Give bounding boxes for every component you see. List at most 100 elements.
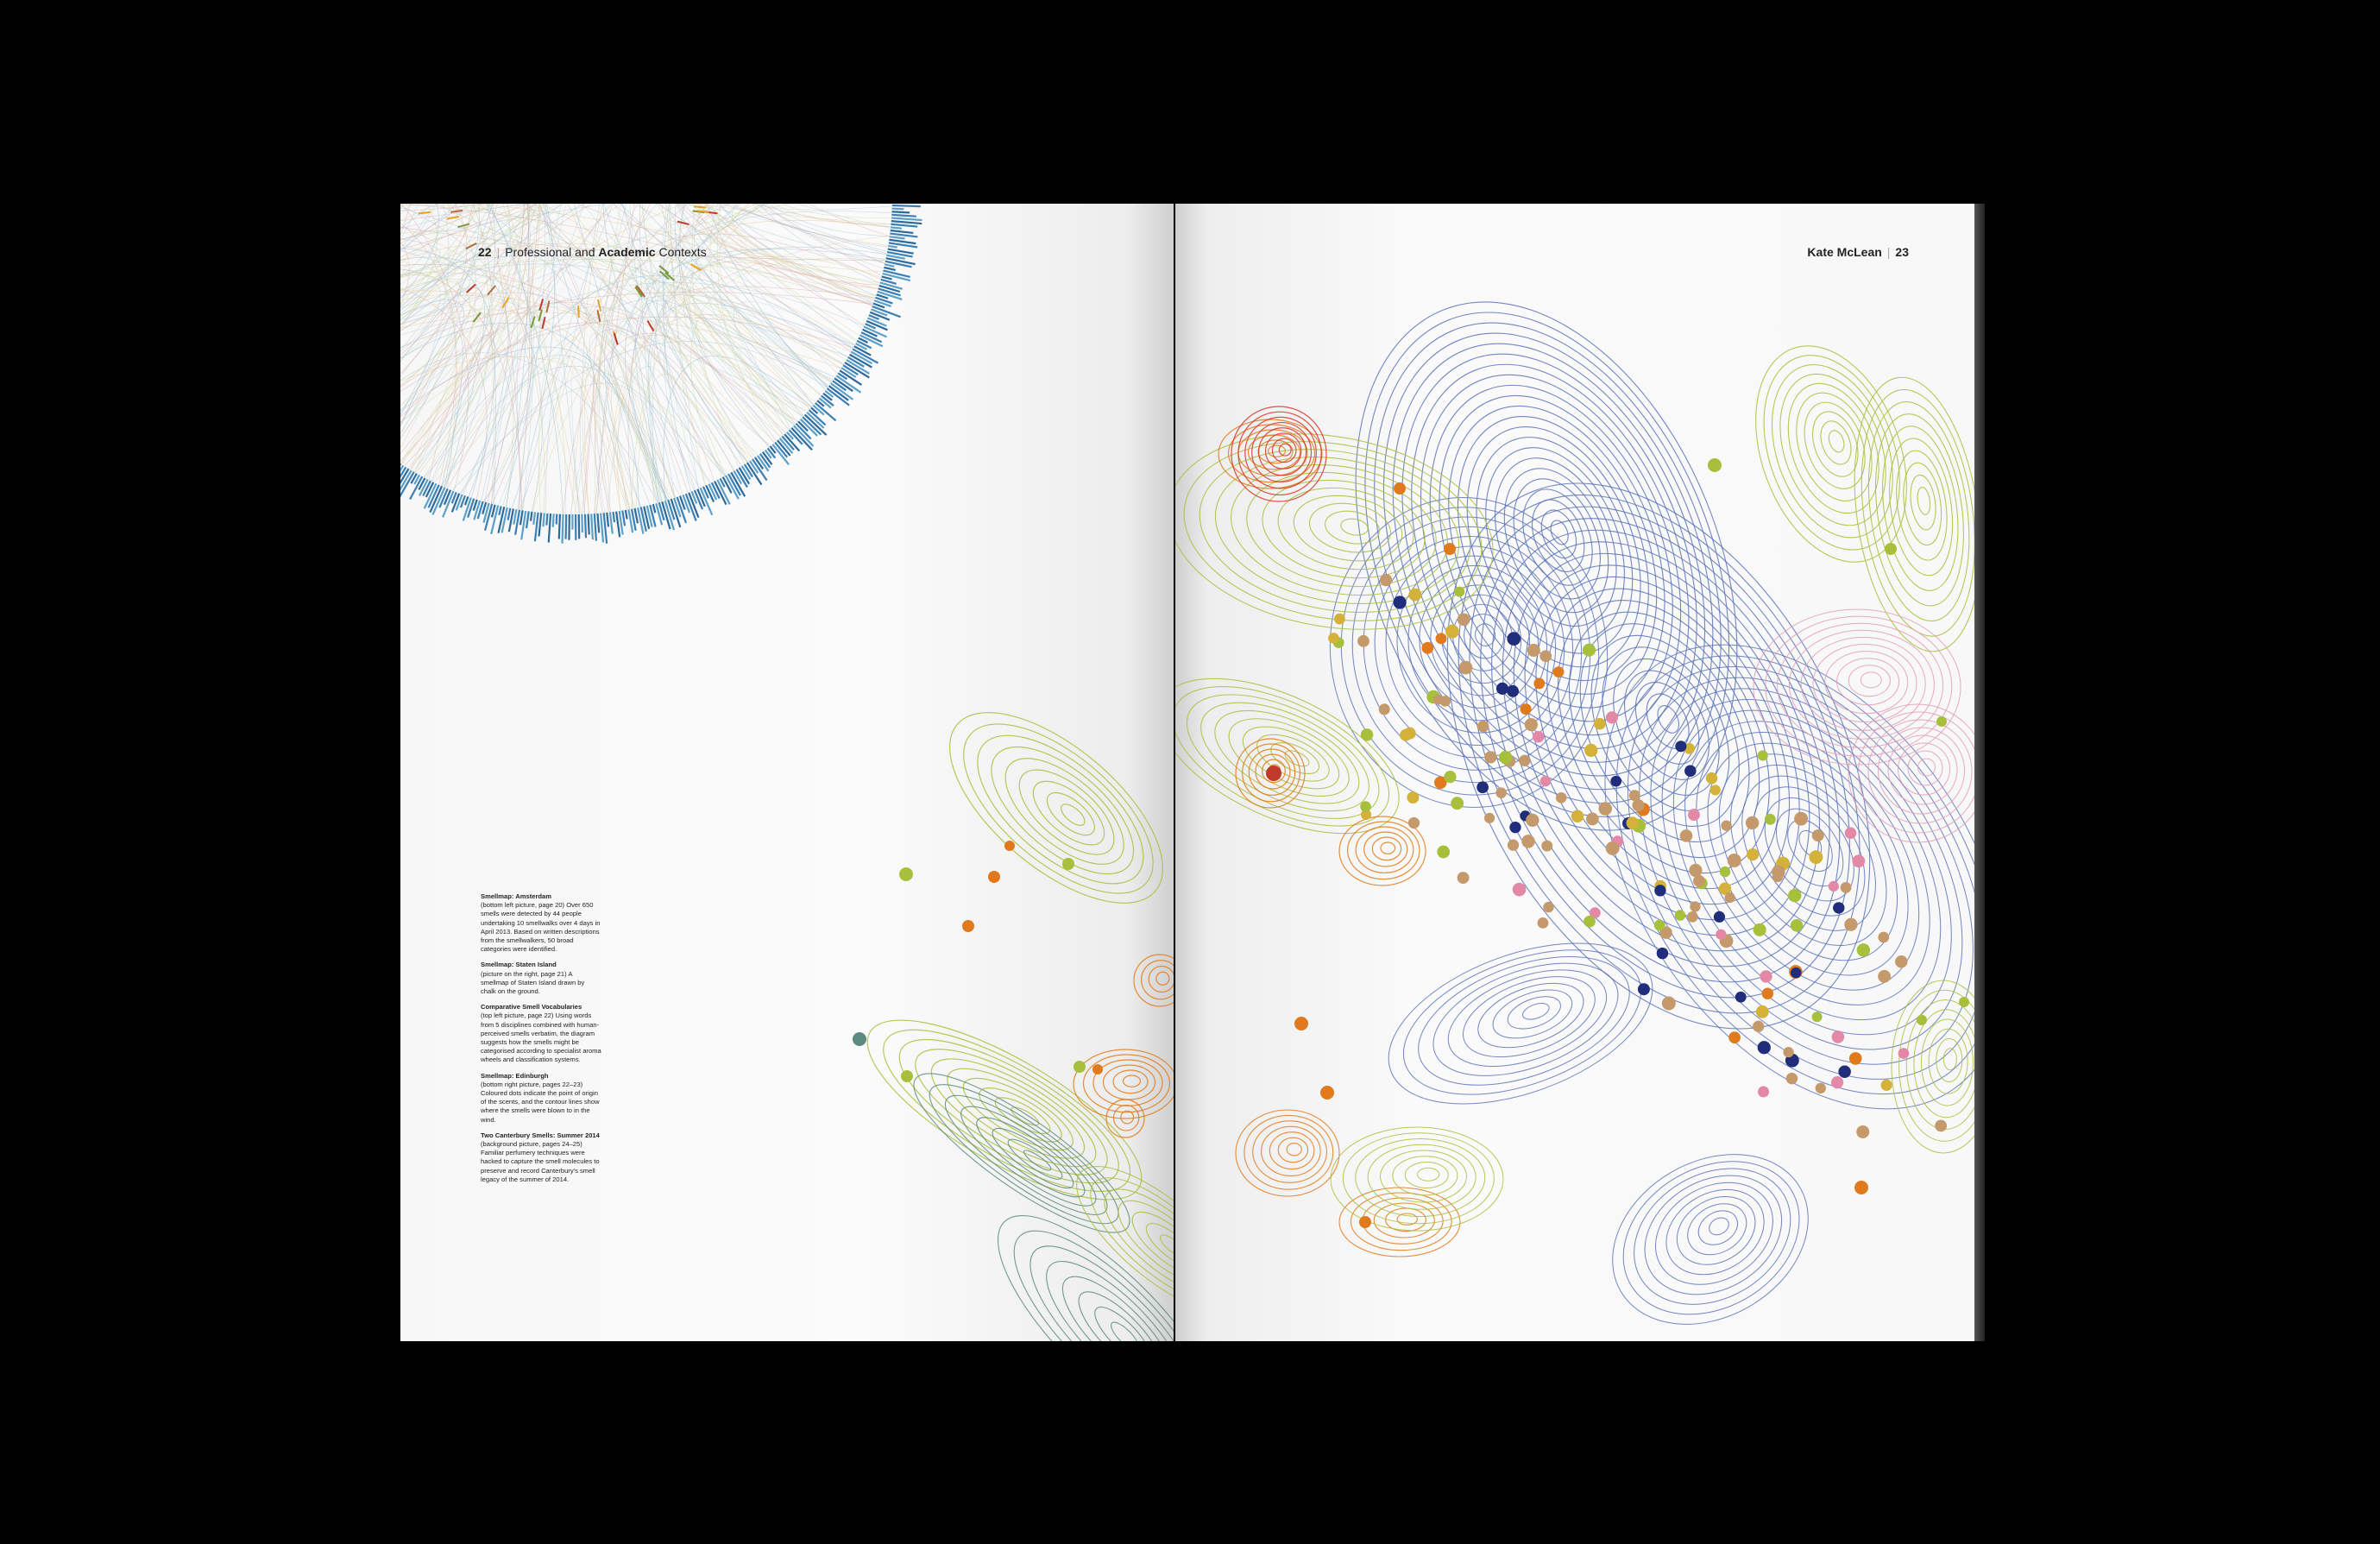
contour-line (1917, 758, 1936, 777)
contour-line (1248, 748, 1296, 796)
contour-line (1622, 1161, 1800, 1315)
scent-origin-dot (1758, 1086, 1770, 1098)
contour-line (1082, 1054, 1171, 1113)
contour-line (1094, 1306, 1151, 1341)
connection-line (400, 263, 844, 365)
connection-line (459, 341, 828, 495)
scent-origin-dot (1457, 872, 1470, 885)
connection-line (404, 204, 525, 467)
contour-line (929, 1084, 1119, 1225)
contour-line (1540, 509, 1577, 559)
scent-origin-dot (1626, 816, 1640, 829)
vocabulary-term-tick (484, 503, 494, 531)
connection-line (400, 331, 494, 392)
connection-line (506, 204, 582, 514)
contour-line (1718, 753, 1898, 961)
contour-line (1687, 1203, 1747, 1256)
scent-origin-dot (1878, 931, 1890, 943)
scent-origin-dot (1451, 797, 1464, 810)
scent-origin-dot (1605, 841, 1620, 855)
vocabulary-term-tick (856, 339, 872, 350)
vocabulary-term-tick (529, 511, 533, 521)
scent-origin-dot (1684, 742, 1696, 754)
vocabulary-term-tick (497, 507, 506, 533)
vocabulary-term-tick (777, 439, 791, 457)
contour-line (1061, 804, 1086, 826)
scent-origin-dot (1605, 711, 1619, 724)
vocabulary-term-tick (802, 416, 822, 436)
contour-line (1874, 413, 1964, 607)
contour-group (1848, 703, 1981, 843)
left-page-number: 22 (478, 245, 492, 259)
contour-line (1231, 406, 1327, 502)
connection-line (400, 268, 441, 353)
contour-line (1342, 1132, 1495, 1225)
connection-line (642, 204, 759, 456)
vocabulary-term-tick (473, 500, 482, 520)
contour-line (1903, 462, 1942, 546)
vocabulary-term-tick (618, 510, 624, 535)
contour-line (1475, 623, 1496, 646)
scent-origin-dot (1959, 997, 1969, 1007)
vocabulary-term-tick (429, 485, 444, 514)
contour-line (1325, 510, 1380, 545)
vocabulary-term-tick (664, 500, 676, 531)
vocabulary-term-tick (608, 512, 614, 534)
contour-line (1286, 1143, 1302, 1156)
section-suffix: Contexts (658, 245, 707, 259)
scent-origin-dot (1745, 816, 1760, 830)
vocabulary-term-tick (472, 499, 478, 511)
scent-origin-dot (1408, 588, 1422, 602)
connection-line (400, 316, 854, 418)
contour-line (1889, 438, 1954, 577)
connection-line (407, 204, 610, 470)
scent-origin-dot (1394, 482, 1406, 495)
contour-line (1753, 608, 1961, 766)
connection-line (511, 204, 555, 509)
connection-line (765, 204, 885, 269)
vocabulary-term-tick (593, 514, 598, 541)
contour-line (913, 1073, 1130, 1233)
contour-line (1011, 1106, 1040, 1126)
connection-line (759, 204, 880, 284)
connection-line (611, 335, 807, 510)
vocabulary-term-tick (542, 513, 545, 527)
vocabulary-term-tick (525, 511, 530, 529)
contour-line (1896, 450, 1948, 561)
scent-origin-dot (1735, 991, 1747, 1003)
contour-line (1418, 955, 1630, 1086)
scent-origin-dot (1589, 907, 1601, 919)
contour-line (1373, 1202, 1435, 1238)
scent-origin-dot (1584, 743, 1598, 758)
connection-line (400, 325, 494, 482)
vocabulary-term-tick (507, 507, 512, 520)
caption-title: Smellmap: Edinburgh (481, 1071, 549, 1080)
scent-origin-dot (1719, 866, 1731, 878)
vocabulary-term-tick (803, 413, 828, 436)
category-tick (446, 216, 459, 220)
vocabulary-term-tick (438, 488, 449, 508)
contour-line (1308, 502, 1392, 553)
scent-origin-dot (1320, 1086, 1334, 1100)
contour-line (1891, 980, 1981, 1154)
vocabulary-term-tick (891, 220, 922, 225)
contour-line (1380, 1150, 1467, 1203)
connection-line (568, 204, 753, 459)
scent-origin-dot (1654, 885, 1666, 897)
category-tick (418, 211, 431, 215)
connection-line (401, 204, 532, 465)
vocabulary-term-tick (482, 502, 490, 523)
vocabulary-term-tick (520, 510, 527, 540)
connection-line (704, 204, 875, 302)
connection-line (400, 204, 791, 309)
connection-line (582, 374, 595, 514)
connection-line (621, 204, 795, 425)
contour-line (1200, 702, 1369, 812)
scent-origin-dot (1687, 809, 1700, 821)
contour-line (1503, 468, 1609, 614)
connection-line (690, 258, 886, 478)
connection-line (677, 204, 828, 388)
connection-line (428, 302, 786, 481)
scent-origin-dot (1811, 1011, 1823, 1023)
contour-line (1175, 677, 1400, 835)
